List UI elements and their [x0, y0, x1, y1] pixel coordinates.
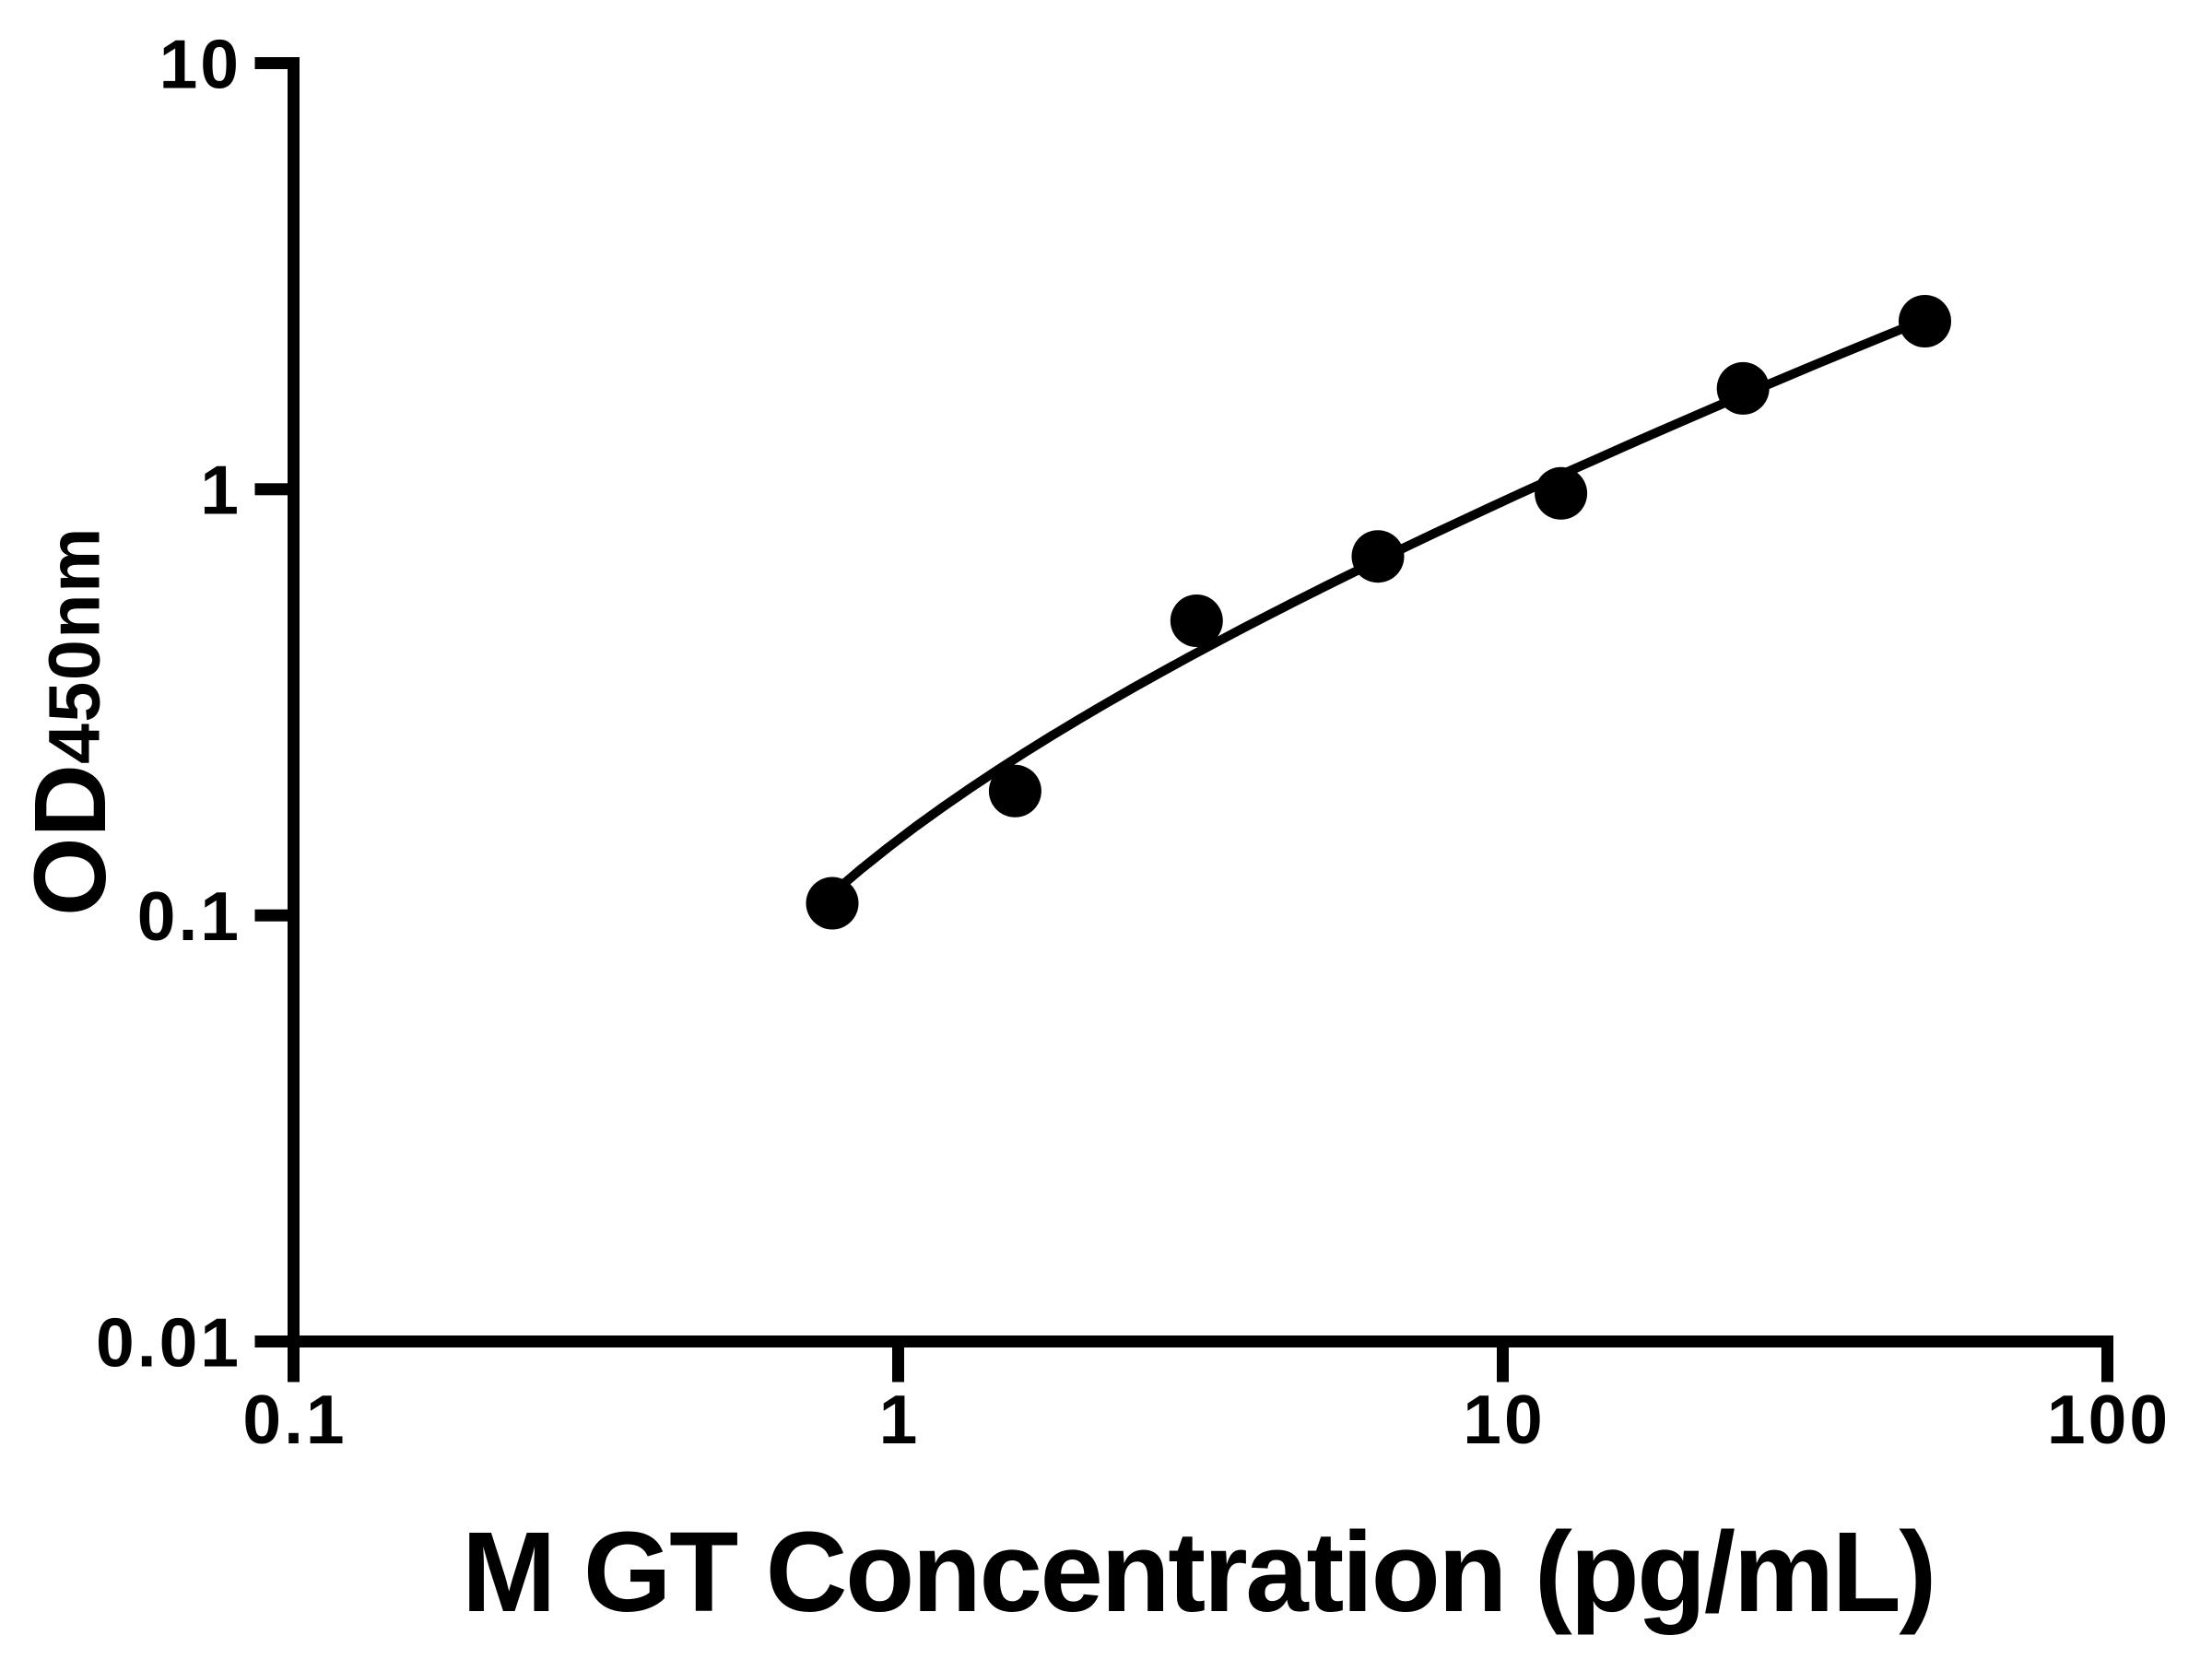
- svg-text:0.1: 0.1: [242, 1381, 347, 1458]
- svg-text:0.1: 0.1: [137, 877, 241, 955]
- svg-text:100: 100: [2047, 1381, 2171, 1458]
- svg-text:0.01: 0.01: [96, 1303, 241, 1381]
- svg-text:OD450nm: OD450nm: [14, 526, 127, 916]
- svg-text:10: 10: [1463, 1381, 1545, 1458]
- svg-text:10: 10: [159, 25, 241, 102]
- svg-text:1: 1: [200, 452, 241, 529]
- svg-text:M GT Concentration (pg/mL): M GT Concentration (pg/mL): [462, 1510, 1935, 1636]
- svg-text:1: 1: [879, 1381, 921, 1458]
